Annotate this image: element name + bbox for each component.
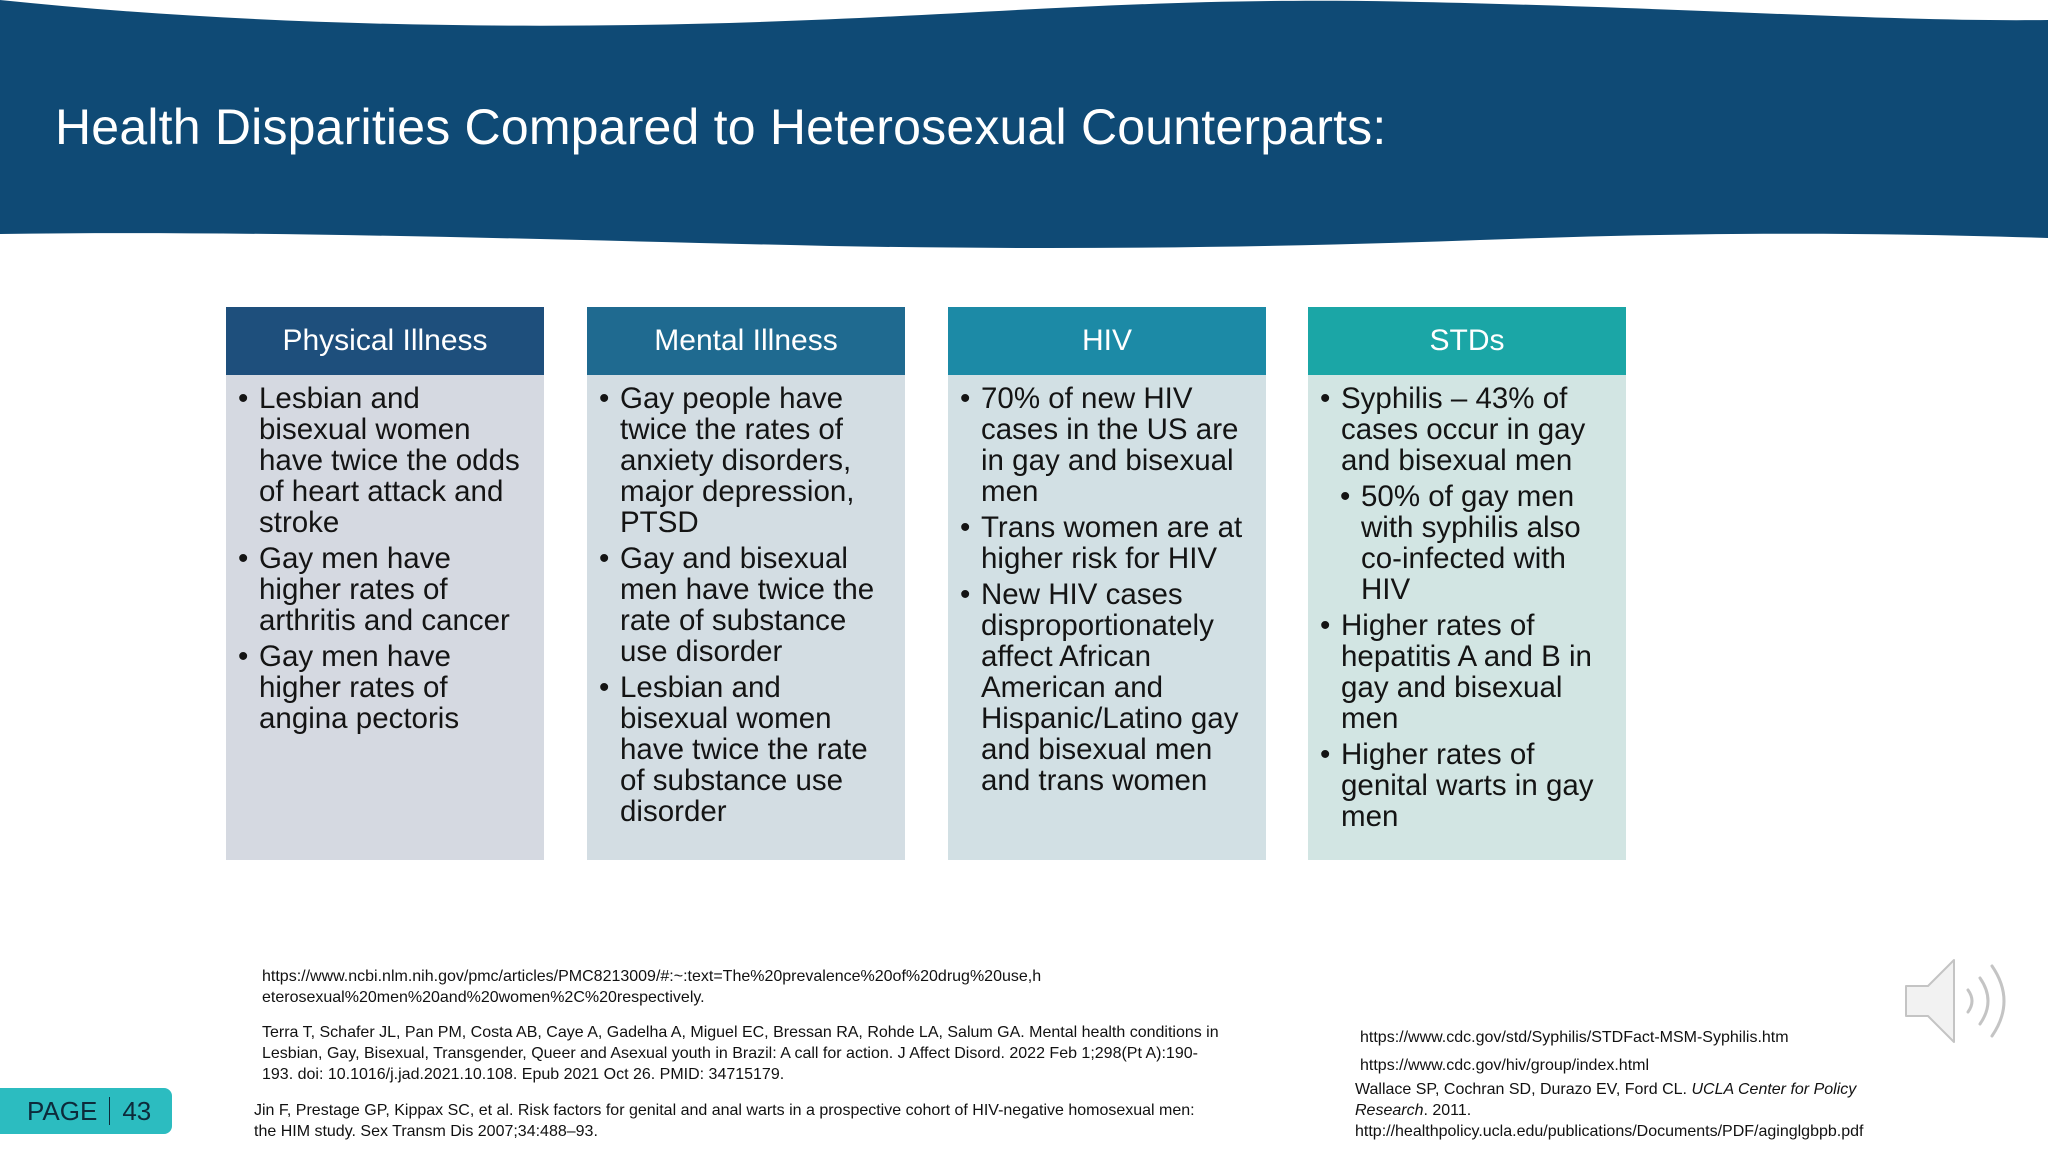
page-number: 43 <box>122 1096 152 1126</box>
column-header-physical-illness: Physical Illness <box>226 307 544 375</box>
list-item: 70% of new HIV cases in the US are in ga… <box>960 383 1256 507</box>
reference-jin: Jin F, Prestage GP, Kippax SC, et al. Ri… <box>254 1102 1195 1140</box>
list-item: Syphilis – 43% of cases occur in gay and… <box>1320 383 1616 476</box>
reference-ncbi[interactable]: https://www.ncbi.nlm.nih.gov/pmc/article… <box>262 968 1042 1006</box>
column-header-mental-illness: Mental Illness <box>587 307 905 375</box>
stds-list: Syphilis – 43% of cases occur in gay and… <box>1320 383 1616 832</box>
stds-card: STDs Syphilis – 43% of cases occur in ga… <box>1308 307 1626 860</box>
speaker-icon[interactable] <box>1902 950 2022 1050</box>
column-header-stds: STDs <box>1308 307 1626 375</box>
list-item: Lesbian and bisexual women have twice th… <box>238 383 534 538</box>
page-title: Health Disparities Compared to Heterosex… <box>55 99 1387 155</box>
reference-wallace: Wallace SP, Cochran SD, Durazo EV, Ford … <box>1355 1081 1864 1140</box>
list-item: Trans women are at higher risk for HIV <box>960 512 1256 574</box>
list-item: Gay people have twice the rates of anxie… <box>599 383 895 538</box>
list-item: 50% of gay men with syphilis also co-inf… <box>1340 481 1616 605</box>
column-header-hiv: HIV <box>948 307 1266 375</box>
list-item: New HIV cases disproportionately affect … <box>960 579 1256 796</box>
mental-illness-list: Gay people have twice the rates of anxie… <box>599 383 895 827</box>
list-item: Lesbian and bisexual women have twice th… <box>599 672 895 827</box>
mental-illness-card: Mental Illness Gay people have twice the… <box>587 307 905 860</box>
list-item: Gay men have higher rates of angina pect… <box>238 641 534 734</box>
reference-cdc-syphilis[interactable]: https://www.cdc.gov/std/Syphilis/STDFact… <box>1360 1029 1789 1046</box>
reference-cdc-hiv[interactable]: https://www.cdc.gov/hiv/group/index.html <box>1360 1057 1650 1074</box>
page-label: PAGE <box>27 1096 98 1126</box>
hiv-list: 70% of new HIV cases in the US are in ga… <box>960 383 1256 796</box>
list-item: Higher rates of hepatitis A and B in gay… <box>1320 610 1616 734</box>
page-separator <box>109 1097 111 1125</box>
list-item: Higher rates of genital warts in gay men <box>1320 739 1616 832</box>
list-item: Gay men have higher rates of arthritis a… <box>238 543 534 636</box>
physical-illness-list: Lesbian and bisexual women have twice th… <box>238 383 534 734</box>
reference-terra: Terra T, Schafer JL, Pan PM, Costa AB, C… <box>262 1024 1219 1083</box>
hiv-card: HIV 70% of new HIV cases in the US are i… <box>948 307 1266 860</box>
title-banner <box>0 0 2048 248</box>
physical-illness-card: Physical Illness Lesbian and bisexual wo… <box>226 307 544 860</box>
page-number-badge: PAGE 43 <box>0 1088 172 1134</box>
list-item: Gay and bisexual men have twice the rate… <box>599 543 895 667</box>
